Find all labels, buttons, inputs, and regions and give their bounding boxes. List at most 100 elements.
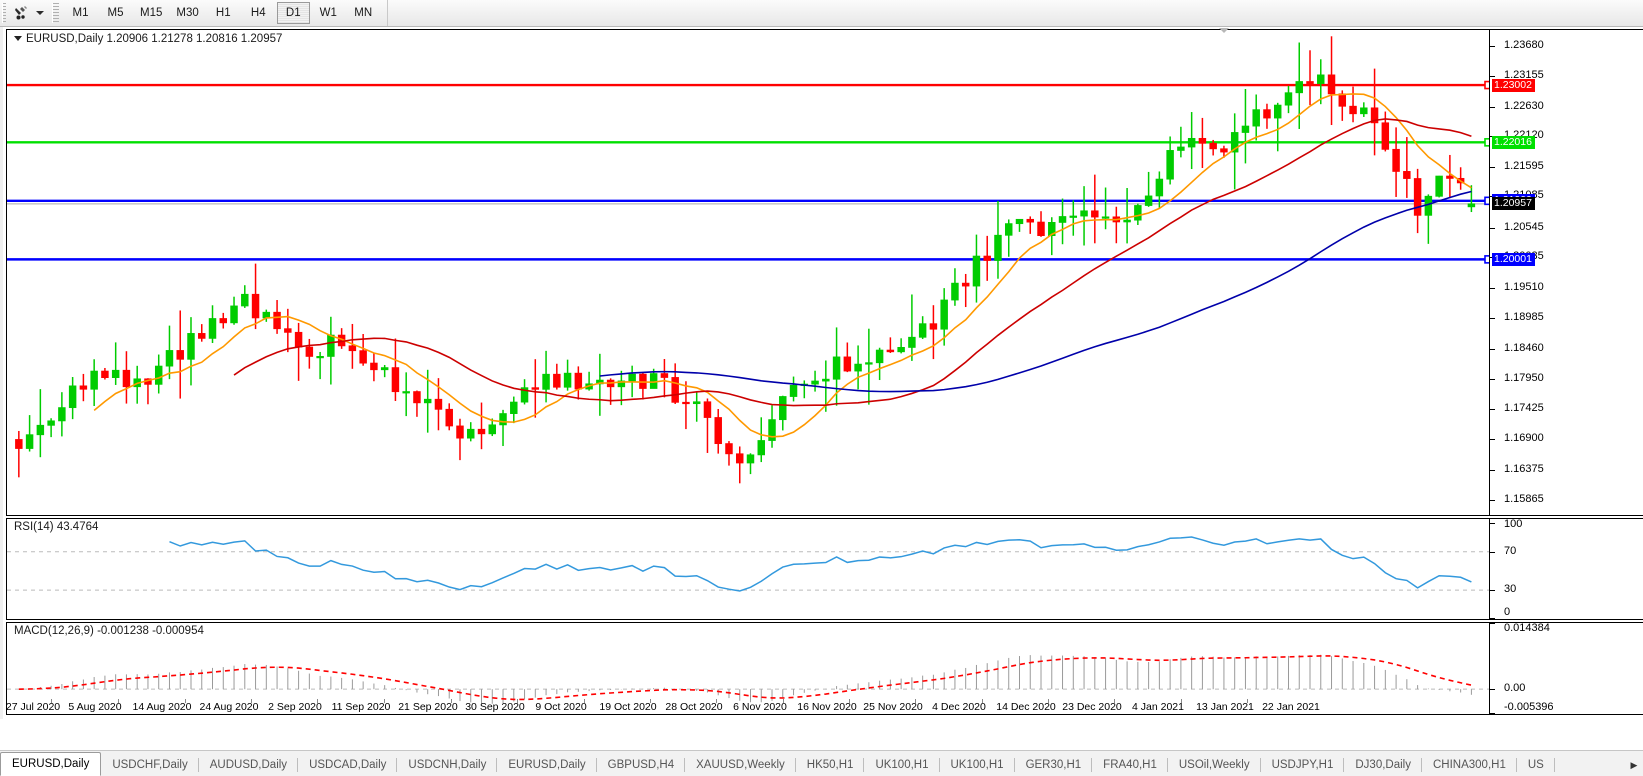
price-axis-label: 1.19510 (1504, 280, 1544, 293)
macd-axis-tick (1490, 623, 1495, 624)
date-axis-separator (1048, 699, 1049, 703)
date-axis-label: 4 Jan 2021 (1132, 701, 1184, 713)
rsi-axis[interactable]: 100 70 30 0 (1490, 519, 1643, 619)
rsi-axis-tick (1490, 522, 1495, 524)
bid-price-tag[interactable]: 1.20957 (1492, 197, 1535, 211)
date-axis-label: 14 Aug 2020 (132, 701, 192, 713)
chart-area: EURUSD,Daily 1.20906 1.21278 1.20816 1.2… (0, 27, 1643, 719)
price-axis-tick (1490, 348, 1495, 350)
price-axis-tick (1490, 469, 1495, 471)
timeframe-button-m30[interactable]: M30 (176, 7, 199, 19)
chart-tab-eurusd-daily[interactable]: EURUSD,Daily (497, 754, 598, 776)
date-axis-separator (849, 699, 850, 703)
price-axis-label: 1.20545 (1504, 220, 1544, 233)
blue-level-tag-lower[interactable]: 1.20001 (1492, 252, 1535, 266)
green-level-tag[interactable]: 1.22016 (1492, 135, 1535, 149)
chart-tab-usdcnh-daily[interactable]: USDCNH,Daily (397, 754, 498, 776)
chart-tab-china300-h1[interactable]: CHINA300,H1 (1422, 754, 1517, 776)
timeframe-button-mn[interactable]: MN (354, 7, 373, 19)
date-axis-separator (185, 699, 186, 703)
tab-scroll-right-icon[interactable]: ▶ (1630, 759, 1638, 770)
date-axis-label: 28 Oct 2020 (665, 701, 723, 713)
price-axis-tick (1490, 499, 1495, 501)
price-pane: EURUSD,Daily 1.20906 1.21278 1.20816 1.2… (6, 29, 1643, 516)
rsi-axis-tick (1490, 551, 1495, 553)
cursor-dropdown-caret-icon[interactable] (34, 2, 47, 24)
timeframe-button-d1[interactable]: D1 (276, 2, 310, 24)
timeframe-button-m5[interactable]: M5 (107, 7, 124, 19)
date-axis-separator (584, 699, 585, 703)
date-axis-label: 21 Sep 2020 (398, 701, 458, 713)
date-axis-label: 19 Oct 2020 (599, 701, 657, 713)
chart-tab-xauusd-weekly[interactable]: XAUUSD,Weekly (685, 754, 796, 776)
date-axis-separator (317, 699, 318, 703)
price-axis-tick (1490, 45, 1495, 47)
timeframe-button-m15[interactable]: M15 (140, 7, 163, 19)
macd-axis-tick (1490, 689, 1495, 691)
price-axis-label: 1.22630 (1504, 99, 1544, 112)
timeframe-button-w1[interactable]: W1 (319, 7, 337, 19)
date-axis-label: 6 Nov 2020 (733, 701, 787, 713)
date-axis-separator (451, 699, 452, 703)
crosshair-cursor-icon[interactable] (10, 2, 34, 24)
macd-axis-tick (1490, 713, 1495, 714)
price-axis-label: 1.23155 (1504, 69, 1544, 82)
chart-tab-uk100-h1[interactable]: UK100,H1 (864, 754, 940, 776)
chart-tab-dj30-daily[interactable]: DJ30,Daily (1344, 754, 1422, 776)
date-axis-label: 4 Dec 2020 (932, 701, 986, 713)
price-axis-tick (1490, 408, 1495, 410)
macd-pane-title: MACD(12,26,9) -0.001238 -0.000954 (11, 624, 207, 638)
price-plot[interactable] (7, 30, 1490, 515)
rsi-axis-label: 70 (1504, 544, 1517, 557)
chart-tab-audusd-daily[interactable]: AUDUSD,Daily (199, 754, 299, 776)
date-axis-label: 24 Aug 2020 (199, 701, 259, 713)
date-axis-separator (982, 699, 983, 703)
chart-tab-gbpusd-h4[interactable]: GBPUSD,H4 (597, 754, 686, 776)
macd-label-text: MACD(12,26,9) -0.001238 -0.000954 (14, 625, 204, 637)
macd-axis-label: 0.00 (1504, 682, 1526, 695)
chart-tab-eurusd-daily[interactable]: EURUSD,Daily (0, 752, 102, 776)
chart-tab-us[interactable]: US (1517, 754, 1555, 776)
price-axis-label: 1.18460 (1504, 341, 1544, 354)
rsi-axis-label: 0 (1504, 606, 1511, 618)
price-axis-label: 1.18985 (1504, 311, 1544, 324)
date-axis: 27 Jul 2020 5 Aug 2020 14 Aug 2020 24 Aug 2… (3, 699, 1643, 716)
toolbar-grip-left[interactable] (2, 3, 9, 23)
date-axis-separator (51, 699, 52, 703)
rsi-axis-tick (1490, 618, 1495, 619)
date-axis-label: 13 Jan 2021 (1196, 701, 1254, 713)
macd-plot[interactable] (7, 623, 1490, 714)
price-pane-title: EURUSD,Daily 1.20906 1.21278 1.20816 1.2… (11, 32, 286, 46)
rsi-plot[interactable] (7, 519, 1490, 619)
date-axis-label: 5 Aug 2020 (68, 701, 122, 713)
price-axis-label: 1.17425 (1504, 401, 1544, 414)
date-axis-label: 9 Oct 2020 (535, 701, 587, 713)
chart-tab-ger30-h1[interactable]: GER30,H1 (1015, 754, 1093, 776)
toolbar-empty-area (386, 0, 1643, 26)
timeframe-button-h1[interactable]: H1 (215, 7, 231, 19)
rsi-axis-label: 100 (1504, 518, 1523, 530)
resistance-level-tag[interactable]: 1.23002 (1492, 78, 1535, 92)
timeframe-toolbar: M1 M5 M15 M30 H1 H4 D1 W1 MN (0, 0, 1643, 27)
date-axis-label: 14 Dec 2020 (996, 701, 1056, 713)
price-pane-title-text: EURUSD,Daily 1.20906 1.21278 1.20816 1.2… (26, 33, 283, 45)
chart-tab-usdjpy-h1[interactable]: USDJPY,H1 (1261, 754, 1345, 776)
price-axis-tick (1490, 287, 1495, 289)
date-axis-label: 2 Sep 2020 (268, 701, 322, 713)
date-axis-label: 23 Dec 2020 (1062, 701, 1122, 713)
date-axis-separator (1181, 699, 1182, 703)
macd-axis-label: -0.005396 (1504, 701, 1554, 713)
chart-tab-fra40-h1[interactable]: FRA40,H1 (1092, 754, 1168, 776)
timeframe-button-m1[interactable]: M1 (72, 7, 89, 19)
price-axis[interactable]: 1.236801.231551.226301.221201.215951.210… (1490, 30, 1643, 515)
collapse-triangle-icon[interactable] (14, 36, 22, 42)
price-axis-label: 1.16375 (1504, 462, 1544, 475)
chart-tab-usdcad-daily[interactable]: USDCAD,Daily (298, 754, 398, 776)
chart-tab-hk50-h1[interactable]: HK50,H1 (796, 754, 865, 776)
chart-tab-uk100-h1[interactable]: UK100,H1 (940, 754, 1015, 776)
date-axis-separator (1114, 699, 1115, 703)
timeframe-button-h4[interactable]: H4 (250, 7, 266, 19)
macd-axis[interactable]: 0.014384 0.00 -0.005396 (1490, 623, 1643, 714)
chart-tab-usoil-weekly[interactable]: USOil,Weekly (1168, 754, 1261, 776)
chart-tab-usdchf-daily[interactable]: USDCHF,Daily (101, 754, 200, 776)
